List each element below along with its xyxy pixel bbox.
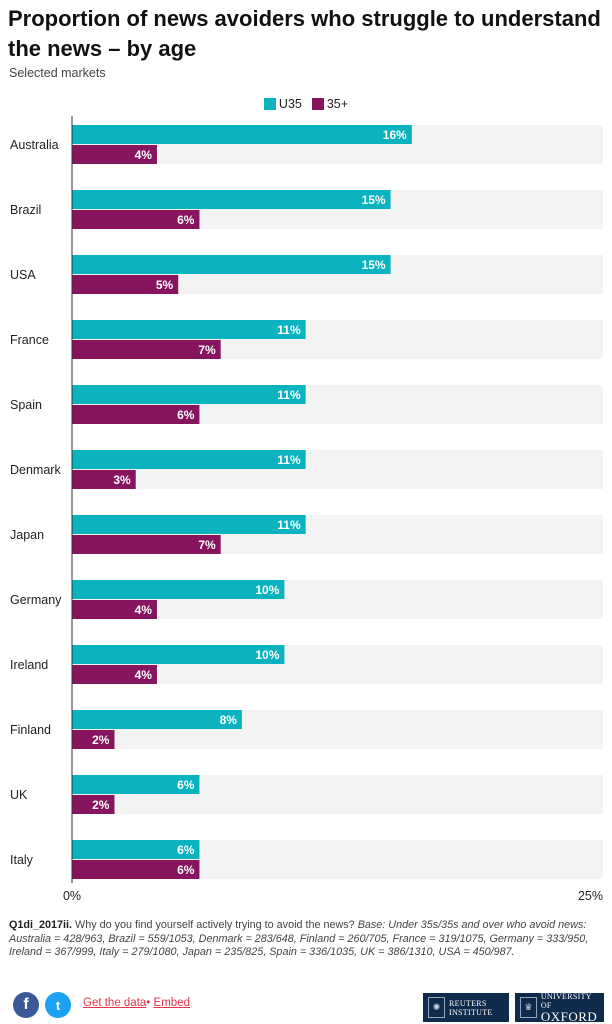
bar-35-italy bbox=[72, 860, 200, 879]
legend-label-35plus: 35+ bbox=[326, 97, 349, 111]
x-tick-label-min: 0% bbox=[63, 889, 81, 903]
data-label-35-finland: 2% bbox=[92, 733, 110, 747]
reuters-logo-line1: REUTERS bbox=[449, 998, 487, 1008]
embed-link[interactable]: Embed bbox=[153, 997, 190, 1009]
bar-u35-germany bbox=[72, 580, 285, 599]
data-label-35-usa: 5% bbox=[156, 278, 174, 292]
oxford-crest-icon: ♛ bbox=[520, 997, 537, 1018]
facebook-icon[interactable]: f bbox=[13, 992, 39, 1018]
data-label-u35-brazil: 15% bbox=[362, 193, 386, 207]
category-label-france: France bbox=[10, 333, 49, 347]
legend-label-u35: U35 bbox=[278, 97, 302, 111]
data-label-35-germany: 4% bbox=[135, 603, 153, 617]
category-label-brazil: Brazil bbox=[10, 203, 41, 217]
category-label-australia: Australia bbox=[10, 138, 59, 152]
legend-item-35plus[interactable]: 35+ bbox=[311, 97, 349, 111]
category-label-denmark: Denmark bbox=[10, 463, 61, 477]
bar-u35-ireland bbox=[72, 645, 285, 664]
bar-35-finland bbox=[72, 730, 115, 749]
data-label-35-japan: 7% bbox=[198, 538, 216, 552]
bar-u35-australia bbox=[72, 125, 412, 144]
bar-u35-japan bbox=[72, 515, 306, 534]
data-label-u35-germany: 10% bbox=[255, 583, 279, 597]
category-label-uk: UK bbox=[10, 788, 28, 802]
reuters-logo-line2: INSTITUTE bbox=[449, 1007, 493, 1017]
data-label-u35-ireland: 10% bbox=[255, 648, 279, 662]
bar-35-uk bbox=[72, 795, 115, 814]
data-label-u35-japan: 11% bbox=[277, 518, 301, 532]
reuters-institute-logo[interactable]: ✺ REUTERS INSTITUTE bbox=[423, 993, 509, 1022]
category-label-usa: USA bbox=[10, 268, 36, 282]
data-label-35-france: 7% bbox=[198, 343, 216, 357]
link-separator: • bbox=[146, 997, 151, 1009]
data-label-u35-usa: 15% bbox=[362, 258, 386, 272]
bar-35-france bbox=[72, 340, 221, 359]
data-label-35-uk: 2% bbox=[92, 798, 110, 812]
data-label-u35-france: 11% bbox=[277, 323, 301, 337]
bar-35-germany bbox=[72, 600, 157, 619]
data-label-u35-finland: 8% bbox=[220, 713, 238, 727]
oxford-logo-line2: OXFORD bbox=[540, 1009, 598, 1024]
oxford-logo-line1: UNIVERSITY OF bbox=[540, 992, 592, 1010]
bar-u35-finland bbox=[72, 710, 242, 729]
x-tick-label-max: 25% bbox=[578, 889, 603, 903]
bar-u35-usa bbox=[72, 255, 391, 274]
oxford-logo[interactable]: ♛ UNIVERSITY OF OXFORD bbox=[515, 992, 604, 1024]
data-label-u35-uk: 6% bbox=[177, 778, 195, 792]
data-label-35-ireland: 4% bbox=[135, 668, 153, 682]
data-label-35-brazil: 6% bbox=[177, 213, 195, 227]
bar-u35-italy bbox=[72, 840, 200, 859]
bar-u35-france bbox=[72, 320, 306, 339]
footer-links: Get the data• Embed bbox=[83, 997, 190, 1009]
bar-35-spain bbox=[72, 405, 200, 424]
footer: f t Get the data• Embed ✺ REUTERS INSTIT… bbox=[0, 992, 612, 1024]
bar-35-ireland bbox=[72, 665, 157, 684]
bar-u35-denmark bbox=[72, 450, 306, 469]
category-label-finland: Finland bbox=[10, 723, 51, 737]
legend: U35 35+ bbox=[0, 95, 612, 113]
legend-item-u35[interactable]: U35 bbox=[263, 97, 302, 111]
bar-u35-spain bbox=[72, 385, 306, 404]
footnote: Q1di_2017ii. Why do you find yourself ac… bbox=[9, 919, 605, 960]
footnote-question: Why do you find yourself actively trying… bbox=[72, 919, 358, 931]
footnote-base: Base: Under 35s/35s and over who avoid n… bbox=[9, 919, 589, 958]
data-label-35-spain: 6% bbox=[177, 408, 195, 422]
data-label-u35-spain: 11% bbox=[277, 388, 301, 402]
data-label-35-italy: 6% bbox=[177, 863, 195, 877]
category-label-ireland: Ireland bbox=[10, 658, 48, 672]
category-label-japan: Japan bbox=[10, 528, 44, 542]
category-label-germany: Germany bbox=[10, 593, 62, 607]
bar-35-australia bbox=[72, 145, 157, 164]
twitter-icon[interactable]: t bbox=[45, 992, 71, 1018]
category-label-italy: Italy bbox=[10, 853, 34, 867]
bar-chart: Australia 16% 4% Brazil 15% 6% USA 15% 5% France 1… bbox=[10, 116, 603, 903]
bar-35-usa bbox=[72, 275, 179, 294]
reuters-emblem-icon: ✺ bbox=[428, 997, 445, 1018]
get-data-link[interactable]: Get the data bbox=[83, 997, 147, 1009]
bar-35-japan bbox=[72, 535, 221, 554]
data-label-u35-italy: 6% bbox=[177, 843, 195, 857]
legend-swatch-35plus bbox=[311, 98, 324, 110]
data-label-u35-denmark: 11% bbox=[277, 453, 301, 467]
bar-35-denmark bbox=[72, 470, 136, 489]
data-label-35-denmark: 3% bbox=[113, 473, 131, 487]
data-label-u35-australia: 16% bbox=[383, 128, 407, 142]
data-label-35-australia: 4% bbox=[135, 148, 153, 162]
bar-u35-brazil bbox=[72, 190, 391, 209]
bar-35-brazil bbox=[72, 210, 200, 229]
chart-title: Proportion of news avoiders who struggle… bbox=[8, 6, 601, 61]
bar-u35-uk bbox=[72, 775, 200, 794]
legend-swatch-u35 bbox=[263, 98, 276, 110]
chart-subtitle: Selected markets bbox=[9, 66, 106, 80]
category-label-spain: Spain bbox=[10, 398, 42, 412]
footnote-code: Q1di_2017ii. bbox=[9, 919, 73, 931]
